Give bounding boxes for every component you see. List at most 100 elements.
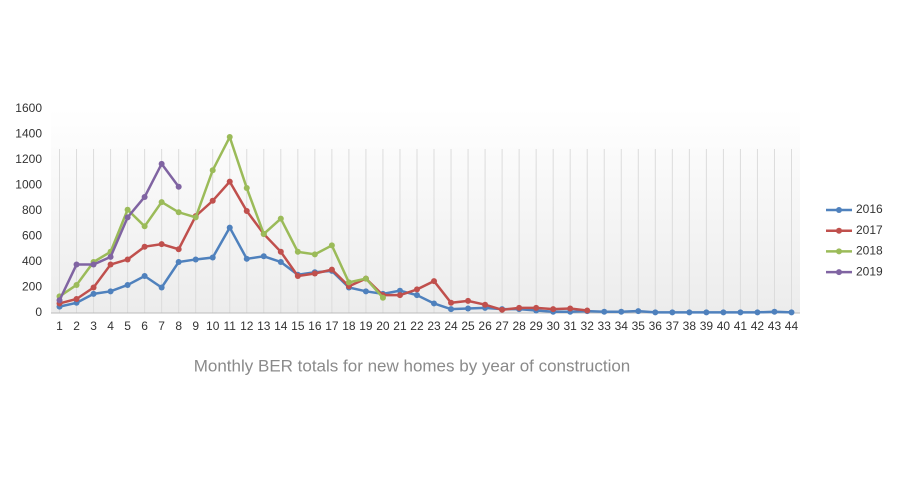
data-point xyxy=(192,214,199,221)
x-tick-label: 7 xyxy=(158,319,165,333)
data-point xyxy=(277,259,284,265)
x-tick-label: 21 xyxy=(393,319,407,333)
x-tick-label: 6 xyxy=(141,319,148,333)
x-tick-label: 32 xyxy=(581,319,595,333)
data-point xyxy=(413,292,420,299)
x-tick-label: 35 xyxy=(632,319,646,333)
x-tick-label: 37 xyxy=(666,319,680,333)
x-tick-label: 36 xyxy=(649,319,663,333)
data-point xyxy=(396,292,403,299)
data-point xyxy=(158,241,165,248)
x-tick-label: 26 xyxy=(478,319,492,333)
data-point xyxy=(73,261,80,268)
data-point xyxy=(277,248,284,255)
y-tick-label: 1200 xyxy=(15,152,42,166)
x-tick-label: 31 xyxy=(564,319,578,333)
y-tick-label: 1000 xyxy=(15,178,42,192)
data-point xyxy=(73,281,80,288)
x-tick-label: 43 xyxy=(768,319,782,333)
x-tick-label: 16 xyxy=(308,319,322,333)
x-tick-label: 38 xyxy=(683,319,697,333)
data-point xyxy=(277,215,284,222)
legend-label: 2017 xyxy=(856,223,883,237)
x-tick-label: 33 xyxy=(598,319,612,333)
data-point xyxy=(158,199,165,206)
data-point xyxy=(601,308,608,315)
x-tick-label: 14 xyxy=(274,319,288,333)
x-tick-label: 15 xyxy=(291,319,305,333)
data-point xyxy=(328,242,335,249)
x-tick-label: 24 xyxy=(444,319,458,333)
data-point xyxy=(362,288,369,295)
y-tick-label: 1600 xyxy=(15,101,42,115)
x-tick-label: 9 xyxy=(192,319,199,333)
data-point xyxy=(175,246,182,253)
x-tick-label: 41 xyxy=(734,319,748,333)
x-tick-label: 19 xyxy=(359,319,373,333)
data-point xyxy=(90,261,97,268)
data-point xyxy=(260,253,267,260)
data-point xyxy=(618,308,625,315)
x-tick-label: 25 xyxy=(461,319,475,333)
data-point xyxy=(788,309,795,316)
x-tick-label: 8 xyxy=(175,319,182,333)
data-point xyxy=(243,185,250,192)
data-point xyxy=(107,253,114,260)
plot-background xyxy=(51,109,800,313)
data-point xyxy=(124,256,131,263)
data-point xyxy=(226,178,233,185)
data-point xyxy=(431,278,438,285)
data-point xyxy=(737,309,744,316)
x-tick-label: 28 xyxy=(512,319,526,333)
y-tick-label: 800 xyxy=(22,203,42,217)
data-point xyxy=(158,284,165,291)
data-point xyxy=(175,259,182,265)
x-tick-label: 18 xyxy=(342,319,356,333)
data-point xyxy=(226,134,233,141)
x-tick-label: 30 xyxy=(546,319,560,333)
data-point xyxy=(533,304,540,311)
x-tick-label: 44 xyxy=(785,319,799,333)
legend-label: 2018 xyxy=(856,244,883,258)
x-tick-label: 1 xyxy=(56,319,63,333)
data-point xyxy=(379,294,386,301)
data-point xyxy=(73,295,80,302)
x-tick-label: 23 xyxy=(427,319,441,333)
data-point xyxy=(141,273,148,280)
data-point xyxy=(56,297,63,304)
x-tick-label: 4 xyxy=(107,319,114,333)
data-point xyxy=(516,304,523,311)
data-point xyxy=(294,248,301,255)
x-tick-label: 29 xyxy=(529,319,543,333)
data-point xyxy=(652,309,659,316)
data-point xyxy=(260,230,267,237)
data-point xyxy=(328,266,335,273)
data-point xyxy=(209,197,216,204)
y-tick-label: 0 xyxy=(35,305,42,319)
data-point xyxy=(90,284,97,291)
data-point xyxy=(158,160,165,167)
y-tick-label: 400 xyxy=(22,254,42,268)
x-tick-label: 5 xyxy=(124,319,131,333)
x-tick-label: 12 xyxy=(240,319,254,333)
data-point xyxy=(124,214,131,221)
data-point xyxy=(465,297,472,304)
data-point xyxy=(141,193,148,200)
x-tick-label: 3 xyxy=(90,319,97,333)
legend-label: 2016 xyxy=(856,202,883,216)
data-point xyxy=(771,308,778,315)
data-point xyxy=(754,309,761,316)
x-tick-label: 10 xyxy=(206,319,220,333)
data-point xyxy=(107,288,114,295)
y-tick-label: 600 xyxy=(22,229,42,243)
chart-title: Monthly BER totals for new homes by year… xyxy=(194,356,631,375)
data-point xyxy=(720,309,727,316)
legend-marker xyxy=(836,248,842,255)
data-point xyxy=(499,306,506,313)
data-point xyxy=(90,290,97,297)
data-point xyxy=(141,243,148,250)
data-point xyxy=(482,301,489,308)
data-point xyxy=(345,279,352,286)
x-tick-label: 39 xyxy=(700,319,714,333)
